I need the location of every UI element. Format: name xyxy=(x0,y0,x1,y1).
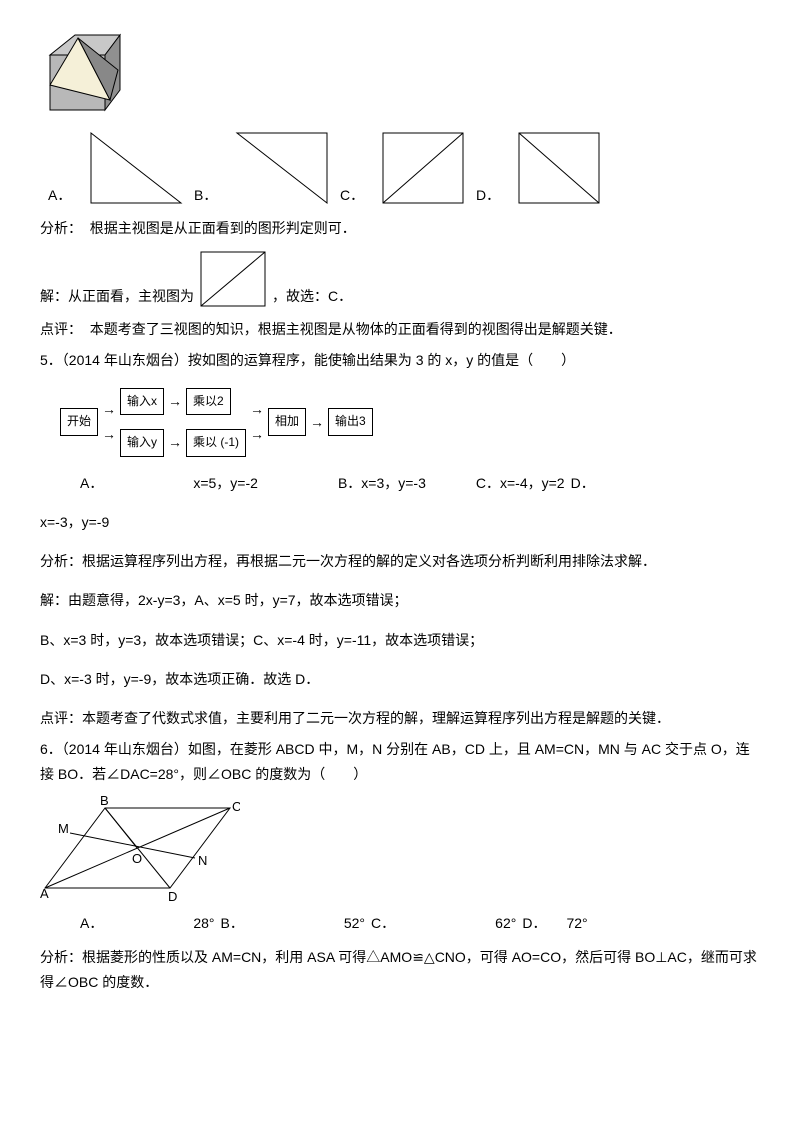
flow-input-x: 输入x xyxy=(120,388,164,416)
flow-start: 开始 xyxy=(60,408,98,436)
q6-stem: 6．（2014 年山东烟台）如图，在菱形 ABCD 中，M，N 分别在 AB，C… xyxy=(40,737,760,787)
option-d-shape xyxy=(514,128,604,208)
arrow-icon: → xyxy=(102,422,116,447)
q5-sol2: B、x=3 时，y=3，故本选项错误；C、x=-4 时，y=-11，故本选项错误… xyxy=(40,628,760,653)
q6-analysis: 分析：根据菱形的性质以及 AM=CN，利用 ASA 可得△AMO≌△CNO，可得… xyxy=(40,945,760,995)
q5-options: A． x=5，y=-2 B． x=3，y=-3 C． x=-4，y=2 D． xyxy=(40,471,760,496)
q6-opt-c-lbl: C． xyxy=(371,911,395,936)
q5-sol1: 解：由题意得，2x-y=3，A、x=5 时，y=7，故本选项错误； xyxy=(40,588,760,613)
q6-opt-a-lbl: A． xyxy=(80,911,103,936)
q5-sol3: D、x=-3 时，y=-9，故本选项正确．故选 D． xyxy=(40,667,760,692)
arrow-icon: → xyxy=(250,397,264,422)
svg-text:O: O xyxy=(132,851,142,866)
q6-options: A． 28° B． 52° C． 62° D． 72° xyxy=(40,911,760,936)
flow-add: 相加 xyxy=(268,408,306,436)
svg-text:M: M xyxy=(58,821,69,836)
q6-opt-c: 62° xyxy=(495,911,516,936)
options-row-shapes: A． B． C． D． xyxy=(40,128,760,208)
q5-opt-b-lbl: B． xyxy=(338,471,361,496)
option-b-shape xyxy=(232,128,332,208)
svg-text:D: D xyxy=(168,889,177,903)
flow-out: 输出3 xyxy=(328,408,373,436)
q5-opt-a-lbl: A． xyxy=(80,471,103,496)
flowchart: 开始 → → 输入x → 乘以2 输入y → 乘以 (-1) → → 相加 → … xyxy=(60,384,760,461)
q5-opt-c-lbl: C． xyxy=(476,471,500,496)
flow-mulm1: 乘以 (-1) xyxy=(186,429,246,457)
q5-stem: 5．（2014 年山东烟台）按如图的运算程序，能使输出结果为 3 的 x，y 的… xyxy=(40,348,760,373)
mini-shape-c xyxy=(198,249,268,309)
q4-comment: 点评： 本题考查了三视图的知识，根据主视图是从物体的正面看得到的视图得出是解题关… xyxy=(40,317,760,342)
svg-text:B: B xyxy=(100,793,109,808)
arrow-icon: → xyxy=(102,397,116,422)
option-a-shape xyxy=(86,128,186,208)
arrow-icon: → xyxy=(310,410,324,435)
shape-3d xyxy=(40,30,760,120)
arrow-icon: → xyxy=(168,389,182,414)
arrow-icon: → xyxy=(168,430,182,455)
q5-opt-d-ans: x=-3，y=-9 xyxy=(40,510,760,535)
q6-opt-d-lbl: D． xyxy=(522,911,546,936)
q5-opt-c: x=-4，y=2 xyxy=(500,471,565,496)
svg-text:C: C xyxy=(232,799,240,814)
option-c-shape xyxy=(378,128,468,208)
option-c-label: C． xyxy=(340,183,370,208)
flow-mul2: 乘以2 xyxy=(186,388,231,416)
q4-solution: 解：从正面看，主视图为 ，故选：C． xyxy=(40,249,760,309)
q6-opt-b: 52° xyxy=(344,911,365,936)
option-b-label: B． xyxy=(194,183,224,208)
q5-opt-b: x=3，y=-3 xyxy=(361,471,426,496)
svg-text:A: A xyxy=(40,886,49,901)
q4-analysis: 分析： 根据主视图是从正面看到的图形判定则可． xyxy=(40,216,760,241)
svg-text:N: N xyxy=(198,853,207,868)
q6-opt-b-lbl: B． xyxy=(221,911,244,936)
option-d-label: D． xyxy=(476,183,506,208)
q6-opt-d: 72° xyxy=(566,911,587,936)
q5-comment: 点评：本题考查了代数式求值，主要利用了二元一次方程的解，理解运算程序列出方程是解… xyxy=(40,706,760,731)
q6-diagram: A B C D M N O xyxy=(40,793,760,903)
flow-input-y: 输入y xyxy=(120,429,164,457)
option-a-label: A． xyxy=(48,183,78,208)
q5-analysis: 分析：根据运算程序列出方程，再根据二元一次方程的解的定义对各选项分析判断利用排除… xyxy=(40,549,760,574)
arrow-icon: → xyxy=(250,422,264,447)
q6-opt-a: 28° xyxy=(193,911,214,936)
q5-opt-a: x=5，y=-2 xyxy=(193,471,258,496)
q5-opt-d-lbl: D． xyxy=(571,471,595,496)
